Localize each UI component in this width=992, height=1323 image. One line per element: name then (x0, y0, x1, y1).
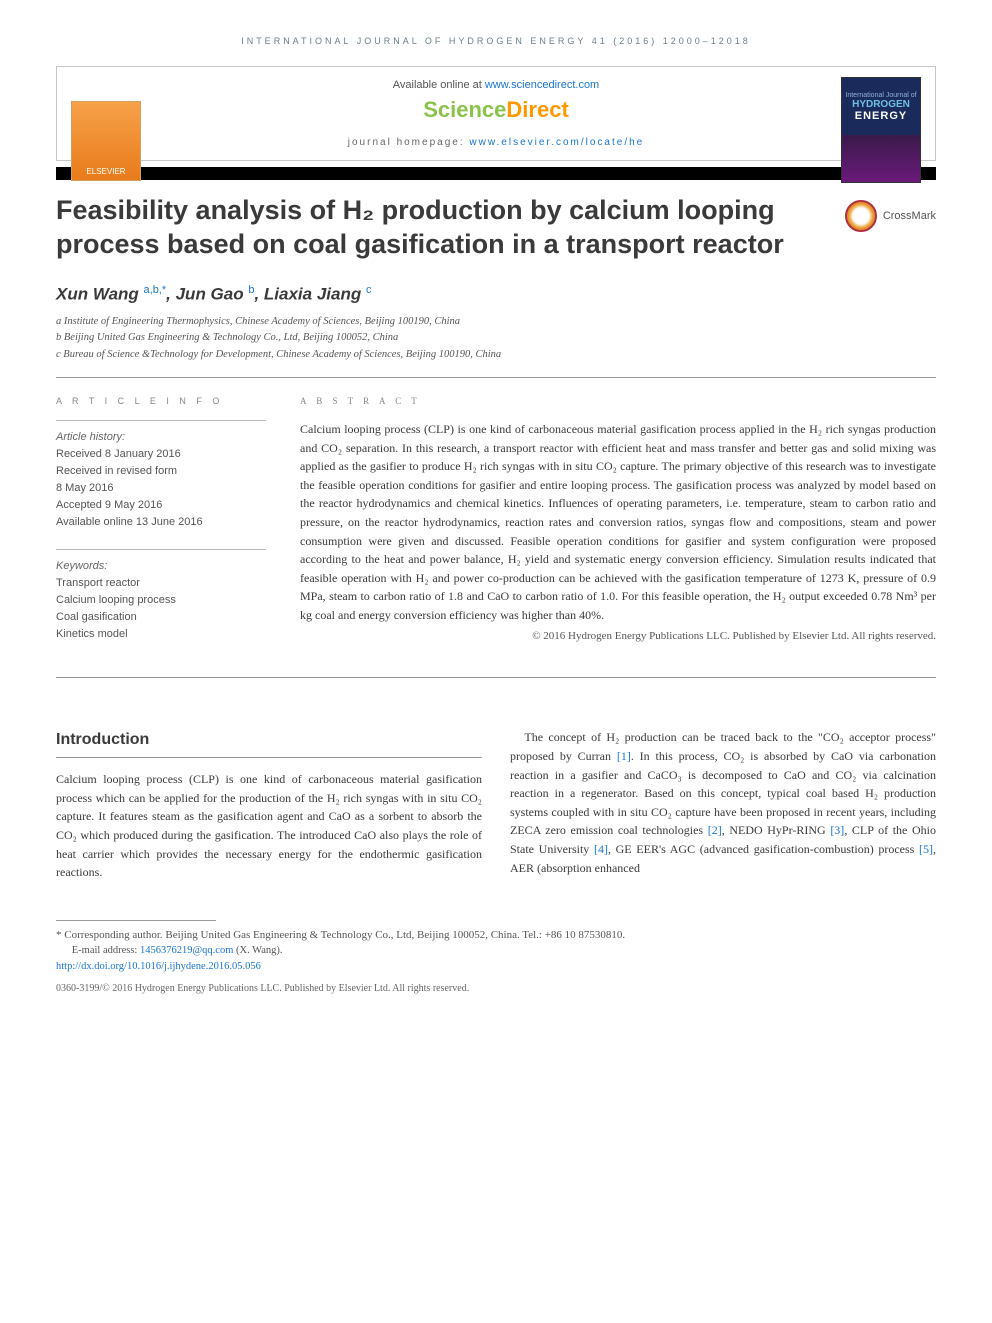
cite-5[interactable]: [5] (919, 842, 933, 856)
cover-line3: ENERGY (842, 110, 920, 122)
footnotes: * Corresponding author. Beijing United G… (56, 927, 936, 996)
article-info: A R T I C L E I N F O Article history: R… (56, 396, 266, 662)
cite-4[interactable]: [4] (594, 842, 608, 856)
intro-p1: Calcium looping process (CLP) is one kin… (56, 770, 482, 882)
corr-note: * Corresponding author. Beijing United G… (56, 929, 625, 941)
history-hdr: Article history: (56, 429, 266, 446)
crossmark-icon (845, 200, 877, 232)
affiliations: a Institute of Engineering Thermophysics… (56, 314, 936, 363)
black-bar (56, 167, 936, 180)
homepage-link[interactable]: www.elsevier.com/locate/he (469, 137, 644, 148)
rule-mid (56, 677, 936, 678)
crossmark[interactable]: CrossMark (845, 200, 936, 232)
article-title: Feasibility analysis of H₂ production by… (56, 194, 825, 262)
abstract-copyright: © 2016 Hydrogen Energy Publications LLC.… (300, 630, 936, 642)
cite-3[interactable]: [3] (830, 823, 844, 837)
abstract: A B S T R A C T Calcium looping process … (300, 396, 936, 662)
affil-c: c Bureau of Science &Technology for Deve… (56, 347, 936, 363)
elsevier-logo: ELSEVIER (71, 101, 141, 181)
journal-cover: International Journal of HYDROGEN ENERGY (841, 77, 921, 183)
available-online: Available online at www.sciencedirect.co… (57, 79, 935, 91)
abstract-text: Calcium looping process (CLP) is one kin… (300, 420, 936, 625)
body-text: Introduction Calcium looping process (CL… (56, 728, 936, 891)
info-label: A R T I C L E I N F O (56, 396, 266, 406)
intro-p2: The concept of H₂ production can be trac… (510, 728, 936, 877)
sciencedirect-link[interactable]: www.sciencedirect.com (485, 79, 599, 91)
intro-heading: Introduction (56, 728, 482, 758)
cover-line2: HYDROGEN (842, 99, 920, 110)
email-link[interactable]: 1456376219@qq.com (140, 945, 233, 956)
running-head: INTERNATIONAL JOURNAL OF HYDROGEN ENERGY… (56, 36, 936, 46)
doi-link[interactable]: http://dx.doi.org/10.1016/j.ijhydene.201… (56, 961, 261, 972)
abstract-label: A B S T R A C T (300, 396, 936, 406)
cite-2[interactable]: [2] (708, 823, 722, 837)
rule-top (56, 377, 936, 378)
keywords-hdr: Keywords: (56, 558, 266, 575)
cite-1[interactable]: [1] (617, 749, 631, 763)
sciencedirect-logo: ScienceDirect (57, 97, 935, 123)
bottom-copyright: 0360-3199/© 2016 Hydrogen Energy Publica… (56, 981, 936, 996)
journal-homepage: journal homepage: www.elsevier.com/locat… (57, 137, 935, 148)
header-box: ELSEVIER International Journal of HYDROG… (56, 66, 936, 161)
affil-a: a Institute of Engineering Thermophysics… (56, 314, 936, 330)
affil-b: b Beijing United Gas Engineering & Techn… (56, 330, 936, 346)
footnote-rule (56, 920, 216, 921)
cover-line1: International Journal of (842, 92, 920, 99)
authors: Xun Wang a,b,*, Jun Gao b, Liaxia Jiang … (56, 284, 936, 305)
